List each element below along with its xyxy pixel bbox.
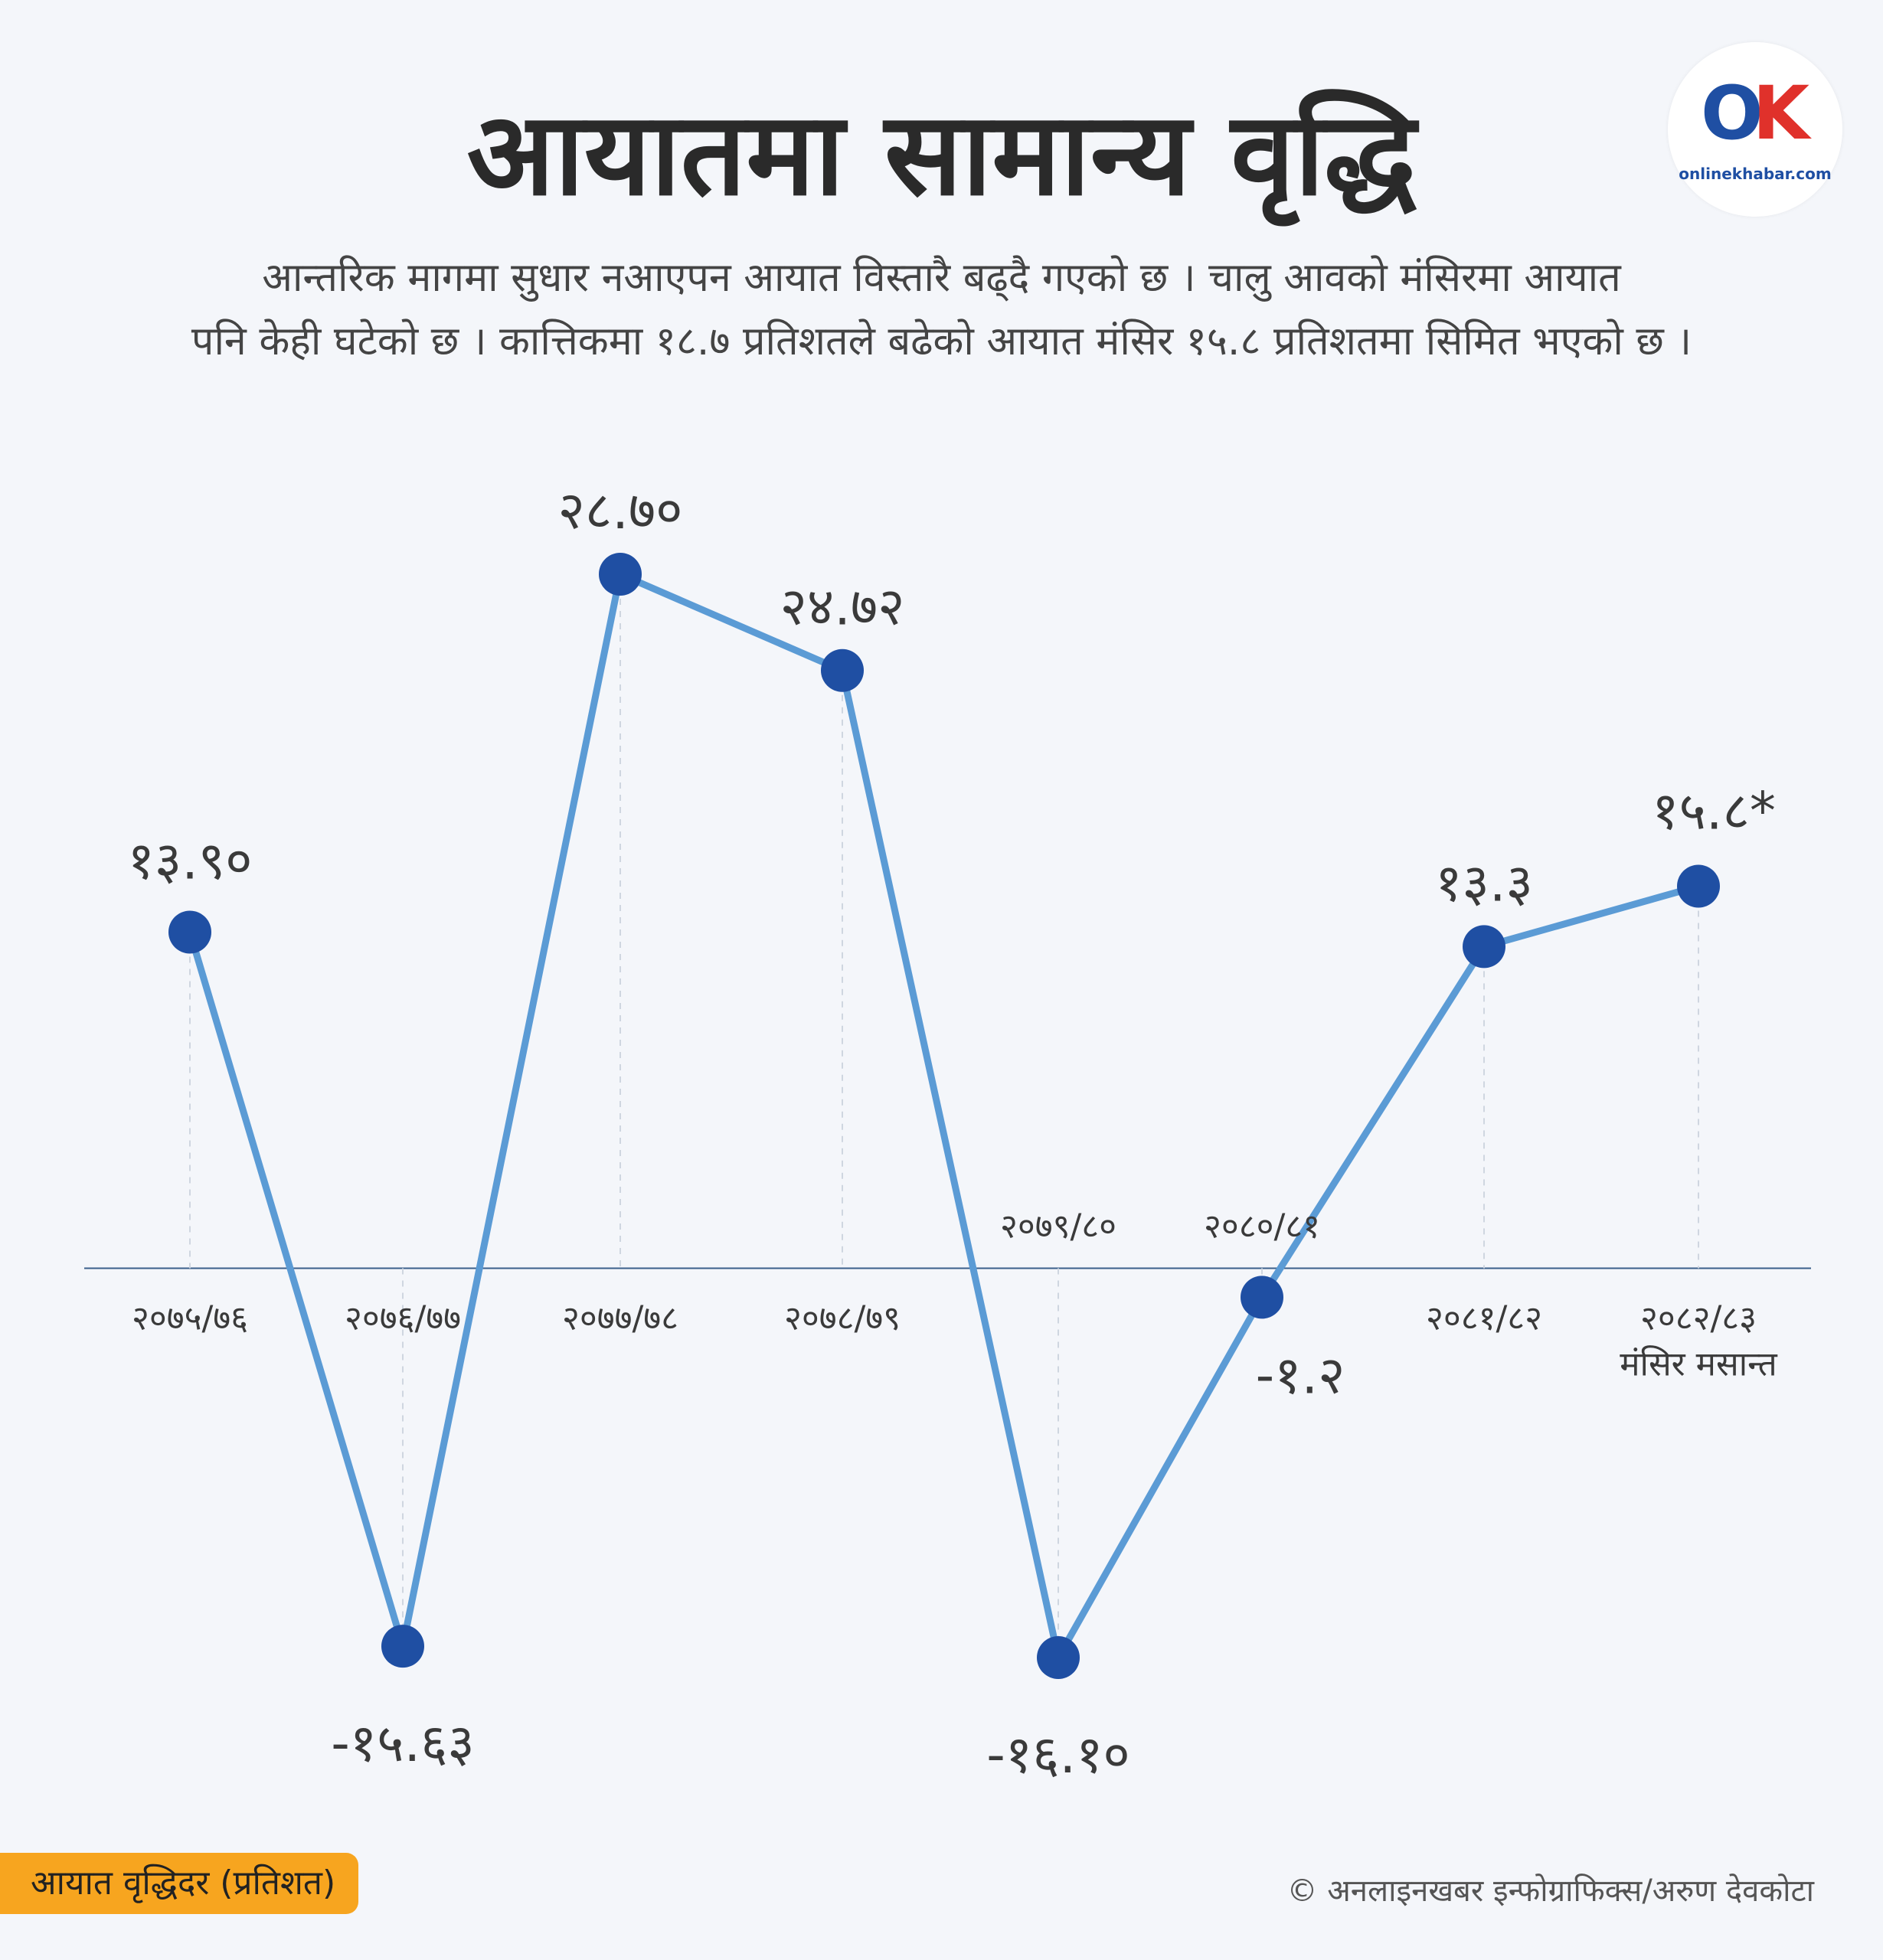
data-markers bbox=[168, 553, 1720, 1679]
data-point bbox=[168, 910, 211, 954]
data-point bbox=[821, 648, 864, 692]
value-label: १३.९० bbox=[127, 831, 252, 891]
value-label: -१.२ bbox=[1256, 1345, 1345, 1406]
category-label: २०८१/८२ bbox=[1426, 1298, 1542, 1338]
value-labels: १३.९० -१५.६३ २८.७० २४.७२ -१६.१० -१.२ १३.३ १५.८* bbox=[127, 481, 1775, 1785]
value-label: १३.३ bbox=[1435, 853, 1533, 913]
onlinekhabar-logo: OK onlinekhabar.com bbox=[1668, 42, 1842, 217]
category-label: २०८०/८१ bbox=[1204, 1207, 1320, 1246]
category-label: २०८२/८३ bbox=[1640, 1298, 1757, 1338]
logo-mark-k: K bbox=[1752, 70, 1809, 156]
data-point bbox=[599, 553, 642, 596]
value-label: -१६.१० bbox=[986, 1725, 1130, 1785]
data-point bbox=[1241, 1276, 1283, 1319]
series-line bbox=[186, 570, 1700, 1661]
logo-brand-text: onlinekhabar.com bbox=[1679, 165, 1832, 183]
category-label: २०७७/७८ bbox=[562, 1298, 678, 1338]
logo-mark: OK bbox=[1668, 77, 1842, 150]
legend-label-box: आयात वृद्धिदर (प्रतिशत) bbox=[0, 1853, 359, 1914]
subtitle-line-1: आन्तरिक मागमा सुधार नआएपन आयात विस्तारै … bbox=[262, 255, 1621, 301]
value-label: १५.८* bbox=[1652, 781, 1776, 841]
logo-mark-o: O bbox=[1701, 70, 1764, 156]
data-point bbox=[1037, 1636, 1080, 1679]
category-label: २०७६/७७ bbox=[345, 1298, 461, 1338]
category-labels: २०७५/७६ २०७६/७७ २०७७/७८ २०७८/७९ २०७९/८० २०८०/… bbox=[132, 1207, 1778, 1383]
legend-label: आयात वृद्धिदर (प्रतिशत) bbox=[31, 1864, 336, 1903]
subtitle-line-2: पनि केही घटेको छ । कात्तिकमा १८.७ प्रतिश… bbox=[191, 318, 1692, 364]
data-point bbox=[1463, 925, 1505, 969]
data-point bbox=[381, 1625, 424, 1668]
category-label: २०७९/८० bbox=[1000, 1207, 1116, 1246]
value-label: २८.७० bbox=[557, 481, 682, 541]
category-label: २०७८/७९ bbox=[784, 1298, 901, 1338]
category-sublabel: मंसिर मसान्त bbox=[1620, 1344, 1777, 1383]
data-point bbox=[1677, 864, 1720, 908]
value-label: २४.७२ bbox=[780, 577, 904, 638]
credit-text: © अनलाइनखबर इन्फोग्राफिक्स/अरुण देवकोटा bbox=[1286, 1873, 1814, 1909]
chart-title: आयातमा सामान्य वृद्धि bbox=[466, 88, 1417, 221]
guide-lines bbox=[189, 574, 1699, 1658]
category-label: २०७५/७६ bbox=[132, 1298, 248, 1338]
value-label: -१५.६३ bbox=[331, 1713, 475, 1774]
